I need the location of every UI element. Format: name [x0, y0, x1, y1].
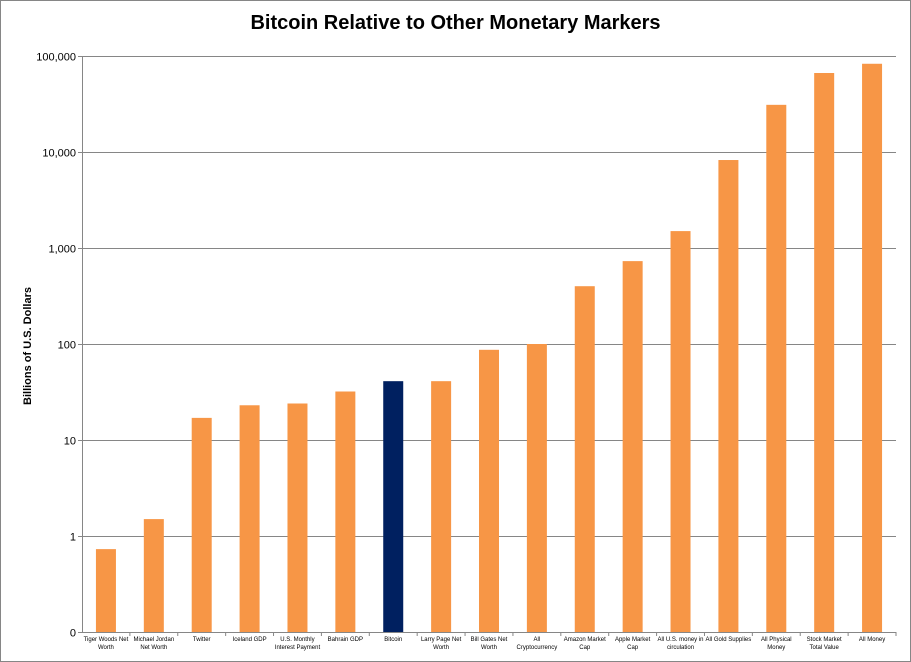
x-tick-label: Michael Jordan	[133, 637, 174, 643]
x-tick-label: Money	[767, 645, 785, 651]
y-tick-label: 1	[70, 532, 76, 544]
x-tick-label: Bahrain GDP	[328, 637, 363, 643]
bar-michael-jordan-net-worth	[143, 519, 164, 632]
x-tick-label: Bitcoin	[384, 637, 402, 643]
bar-bahrain-gdp	[335, 391, 356, 632]
bar-stock-market-total-value	[814, 73, 835, 632]
bar-bitcoin	[383, 381, 404, 632]
x-tick-label: All Gold Supplies	[706, 637, 752, 643]
y-tick-label: 100	[58, 340, 76, 352]
y-tick-label: 10	[64, 436, 76, 448]
bar-twitter	[191, 417, 212, 632]
x-tick-label: Stock Market	[807, 637, 842, 643]
bar-all-u-s-money-in-circulation	[670, 231, 691, 632]
bar-larry-page-net-worth	[431, 381, 452, 632]
x-tick-label: Cap	[579, 645, 591, 651]
bar-iceland-gdp	[239, 405, 260, 632]
x-tick-label: Worth	[433, 645, 449, 651]
chart-title: Bitcoin Relative to Other Monetary Marke…	[250, 12, 661, 34]
x-tick-label: U.S. Monthly	[280, 637, 314, 643]
bar-all-gold-supplies	[718, 160, 739, 632]
x-tick-label: circulation	[667, 645, 694, 651]
x-tick-label: All	[534, 637, 541, 643]
x-tick-label: Bill Gates Net	[471, 637, 508, 643]
x-tick-label: Worth	[98, 645, 114, 651]
x-tick-label: Twitter	[193, 637, 211, 643]
x-tick-label: All Money	[859, 637, 885, 643]
bar-all-cryptocurrency	[526, 344, 547, 632]
x-tick-label: Cryptocurrency	[517, 645, 558, 651]
y-tick-label: 1,000	[48, 244, 76, 256]
x-tick-label: All U.S. money in	[658, 637, 704, 643]
x-tick-label: Iceland GDP	[233, 637, 267, 643]
x-tick-label: Larry Page Net	[421, 637, 462, 643]
x-tick-label: Apple Market	[615, 637, 651, 643]
y-tick-label: 100,000	[36, 52, 76, 64]
y-tick-label: 0	[70, 628, 76, 640]
bar-all-money	[862, 63, 883, 633]
x-tick-label: All Physical	[761, 637, 792, 643]
bar-bill-gates-net-worth	[479, 349, 499, 632]
x-tick-label: Interest Payment	[275, 645, 321, 651]
x-tick-label: Total Value	[810, 645, 840, 651]
x-tick-label: Tiger Woods Net	[84, 637, 129, 643]
bar-apple-market-cap	[622, 261, 643, 632]
x-tick-label: Amazon Market	[564, 637, 606, 643]
x-tick-label: Net Worth	[140, 645, 167, 651]
x-tick-label: Cap	[627, 645, 639, 651]
bar-u-s-monthly-interest-payment	[287, 403, 308, 632]
bar-all-physical-money	[766, 104, 787, 632]
y-tick-label: 10,000	[42, 148, 76, 160]
x-tick-label: Worth	[481, 645, 497, 651]
bar-tiger-woods-net-worth	[95, 549, 116, 632]
bar-amazon-market-cap	[574, 286, 595, 632]
